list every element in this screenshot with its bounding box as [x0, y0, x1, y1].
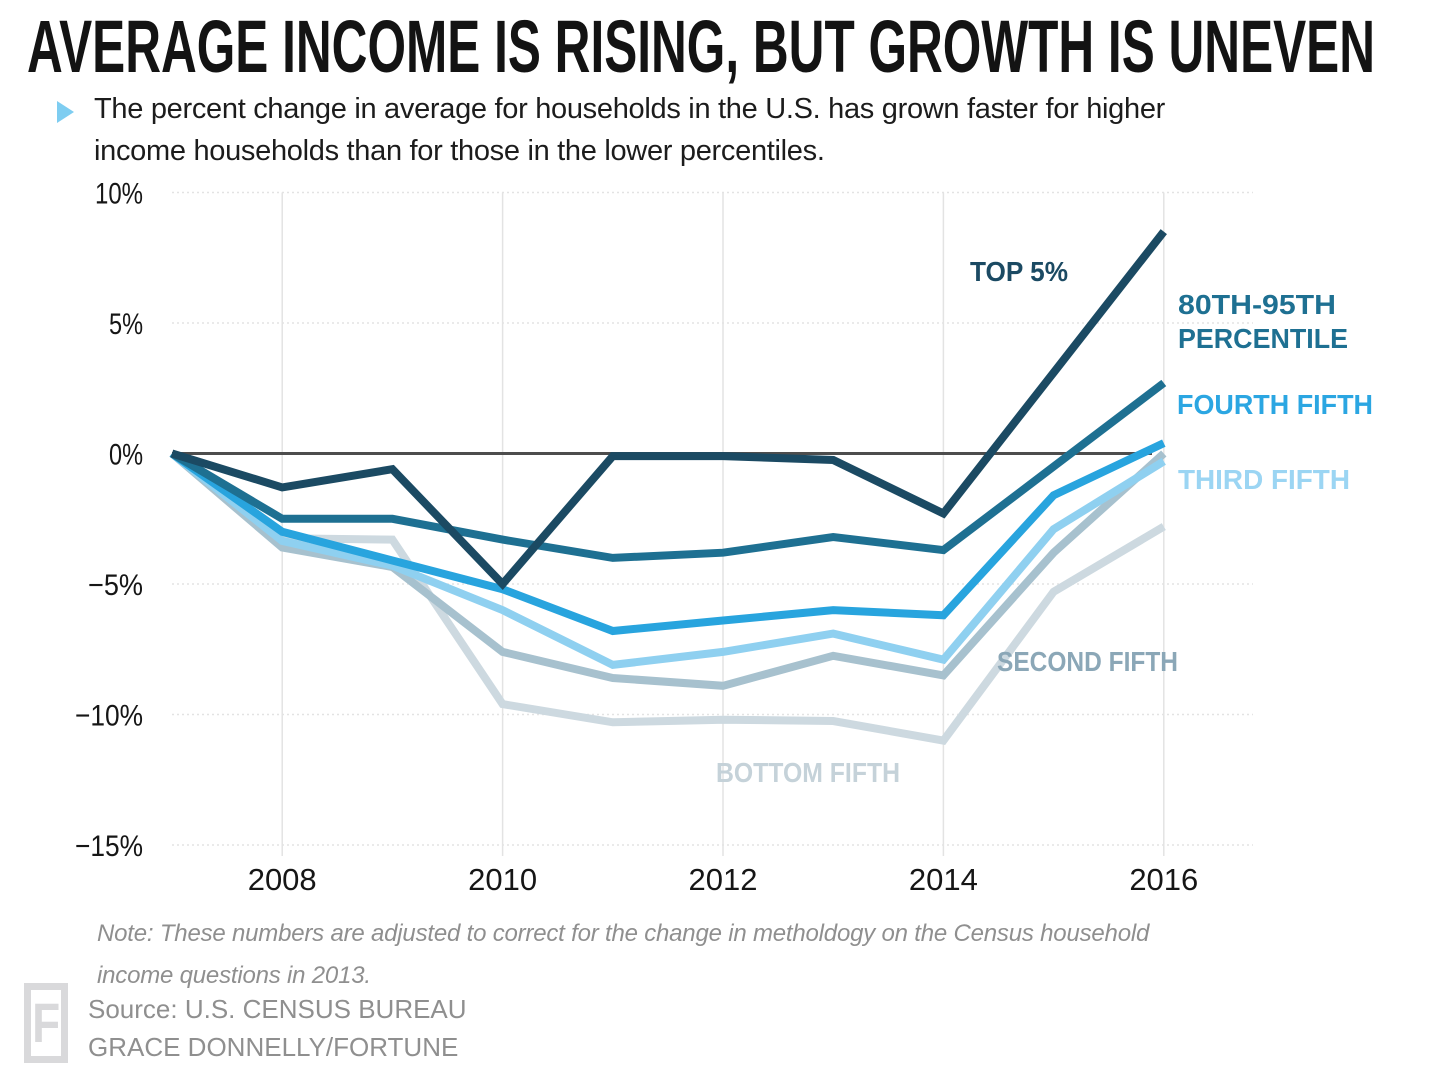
series-label-bottom-fifth: BOTTOM FIFTH — [716, 757, 900, 788]
series-label-80th-95th-percentile-2: PERCENTILE — [1178, 323, 1348, 354]
bullet-triangle-icon — [57, 101, 74, 123]
y-tick-label-5: −5% — [88, 569, 143, 602]
x-tick-label-2016: 2016 — [1129, 862, 1198, 897]
x-tick-label-2014: 2014 — [909, 862, 978, 897]
source-credit: Source: U.S. CENSUS BUREAU GRACE DONNELL… — [88, 990, 467, 1066]
series-label-second-fifth: SECOND FIFTH — [997, 646, 1178, 677]
series-line-third-fifth — [169, 450, 1166, 670]
y-tick-label-0: 0% — [109, 439, 143, 472]
fortune-logo-letter: F — [31, 991, 61, 1054]
x-tick-label-2012: 2012 — [689, 862, 758, 897]
fortune-logo: F — [24, 983, 68, 1063]
x-tick-label-2010: 2010 — [468, 862, 537, 897]
series-label-fourth-fifth: FOURTH FIFTH — [1177, 389, 1373, 420]
y-tick-label-10: 10% — [95, 178, 143, 211]
subtitle-line-2: income households than for those in the … — [94, 135, 825, 167]
series-label-layer: BOTTOM FIFTH SECOND FIFTH THIRD FIFTH FOURT… — [716, 256, 1373, 788]
series-label-top-5: TOP 5% — [970, 256, 1068, 287]
y-tick-label-5: 5% — [109, 308, 143, 341]
page-title: AVERAGE INCOME IS RISING, BUT GROWTH IS … — [27, 5, 1375, 88]
series-line-bottom-fifth — [169, 450, 1166, 745]
footnote: Note: These numbers are adjusted to corr… — [97, 913, 1317, 997]
y-tick-label-15: −15% — [75, 830, 143, 863]
series-label-80th-95th-percentile-1: 80TH-95TH — [1178, 289, 1336, 320]
series-layer — [169, 229, 1167, 745]
source-line-1: Source: U.S. CENSUS BUREAU — [88, 994, 467, 1024]
source-line-2: GRACE DONNELLY/FORTUNE — [88, 1032, 459, 1062]
footnote-line-1: Note: These numbers are adjusted to corr… — [97, 920, 1150, 947]
subtitle-line-1: The percent change in average for househ… — [94, 93, 1166, 125]
y-tick-label-10: −10% — [75, 700, 143, 733]
series-line-80th-95th-percentile — [169, 379, 1167, 562]
grid-layer: 10% 5% 0% −5% −10% −15% 2008 2010 2012 2014 2016 — [75, 178, 1253, 897]
series-label-third-fifth: THIRD FIFTH — [1178, 464, 1350, 495]
series-line-top-5 — [170, 229, 1167, 590]
chart-subtitle: The percent change in average for househ… — [94, 88, 1254, 172]
series-line-fourth-fifth — [169, 439, 1166, 636]
x-tick-label-2008: 2008 — [248, 862, 317, 897]
footnote-line-2: income questions in 2013. — [97, 962, 371, 989]
